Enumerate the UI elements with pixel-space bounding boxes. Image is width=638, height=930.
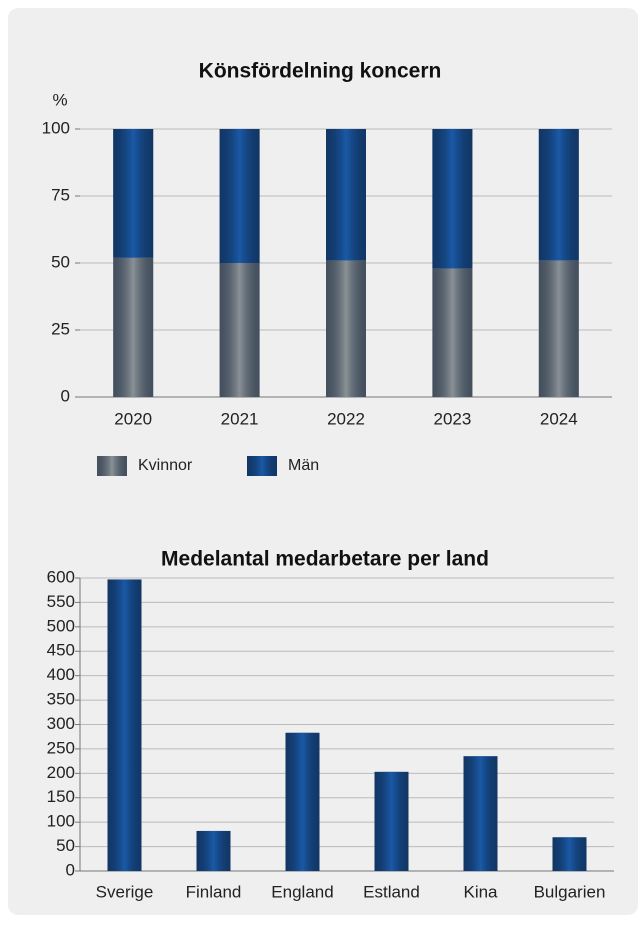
- bar-shade: [113, 257, 154, 397]
- x-tick-label: England: [271, 882, 333, 901]
- x-tick-label: 2022: [327, 409, 365, 428]
- bar-shade: [538, 260, 579, 397]
- y-tick-label: 450: [47, 641, 75, 660]
- y-axis-label: %: [52, 90, 67, 109]
- bar-shade: [326, 260, 366, 397]
- bar-shade: [552, 837, 587, 871]
- bar-shade: [326, 129, 366, 261]
- x-tick-label: 2023: [433, 409, 471, 428]
- y-tick-label: 50: [56, 836, 75, 855]
- y-tick-label: 100: [42, 118, 70, 137]
- x-tick-label: Kina: [463, 882, 498, 901]
- bar-shade: [538, 129, 579, 261]
- y-tick-label: 600: [47, 567, 75, 586]
- chart-title: Könsfördelning koncern: [199, 60, 442, 83]
- bar-shade: [432, 129, 473, 269]
- y-tick-label: 0: [61, 386, 70, 405]
- chart-title: Medelantal medarbetare per land: [161, 548, 489, 571]
- y-tick-label: 400: [47, 665, 75, 684]
- x-tick-label: Estland: [363, 882, 420, 901]
- y-tick-label: 250: [47, 738, 75, 757]
- legend-swatch-shade: [97, 456, 127, 476]
- legend-swatch-shade: [247, 456, 277, 476]
- bar-shade: [374, 771, 409, 871]
- y-tick-label: 50: [51, 252, 70, 271]
- y-tick-label: 75: [51, 185, 70, 204]
- bar-shade: [113, 129, 154, 258]
- legend-label: Män: [288, 457, 319, 474]
- x-tick-label: Bulgarien: [534, 882, 606, 901]
- bar-shade: [463, 756, 498, 871]
- y-tick-label: 550: [47, 592, 75, 611]
- bar-shade: [219, 263, 260, 397]
- y-tick-label: 25: [51, 319, 70, 338]
- bar-shade: [219, 129, 260, 263]
- x-tick-label: Sverige: [96, 882, 154, 901]
- legend-label: Kvinnor: [138, 457, 193, 474]
- y-tick-label: 500: [47, 616, 75, 635]
- bar-shade: [432, 268, 473, 397]
- bar-shade: [107, 579, 142, 871]
- bar-shade: [196, 830, 231, 871]
- y-tick-label: 350: [47, 690, 75, 709]
- y-tick-label: 200: [47, 763, 75, 782]
- y-tick-label: 150: [47, 787, 75, 806]
- y-tick-label: 0: [66, 860, 75, 879]
- bar-shade: [285, 732, 320, 871]
- y-tick-label: 300: [47, 714, 75, 733]
- x-tick-label: 2020: [114, 409, 152, 428]
- x-tick-label: Finland: [186, 882, 242, 901]
- x-tick-label: 2021: [221, 409, 259, 428]
- y-tick-label: 100: [47, 812, 75, 831]
- panel: [8, 8, 638, 915]
- x-tick-label: 2024: [540, 409, 578, 428]
